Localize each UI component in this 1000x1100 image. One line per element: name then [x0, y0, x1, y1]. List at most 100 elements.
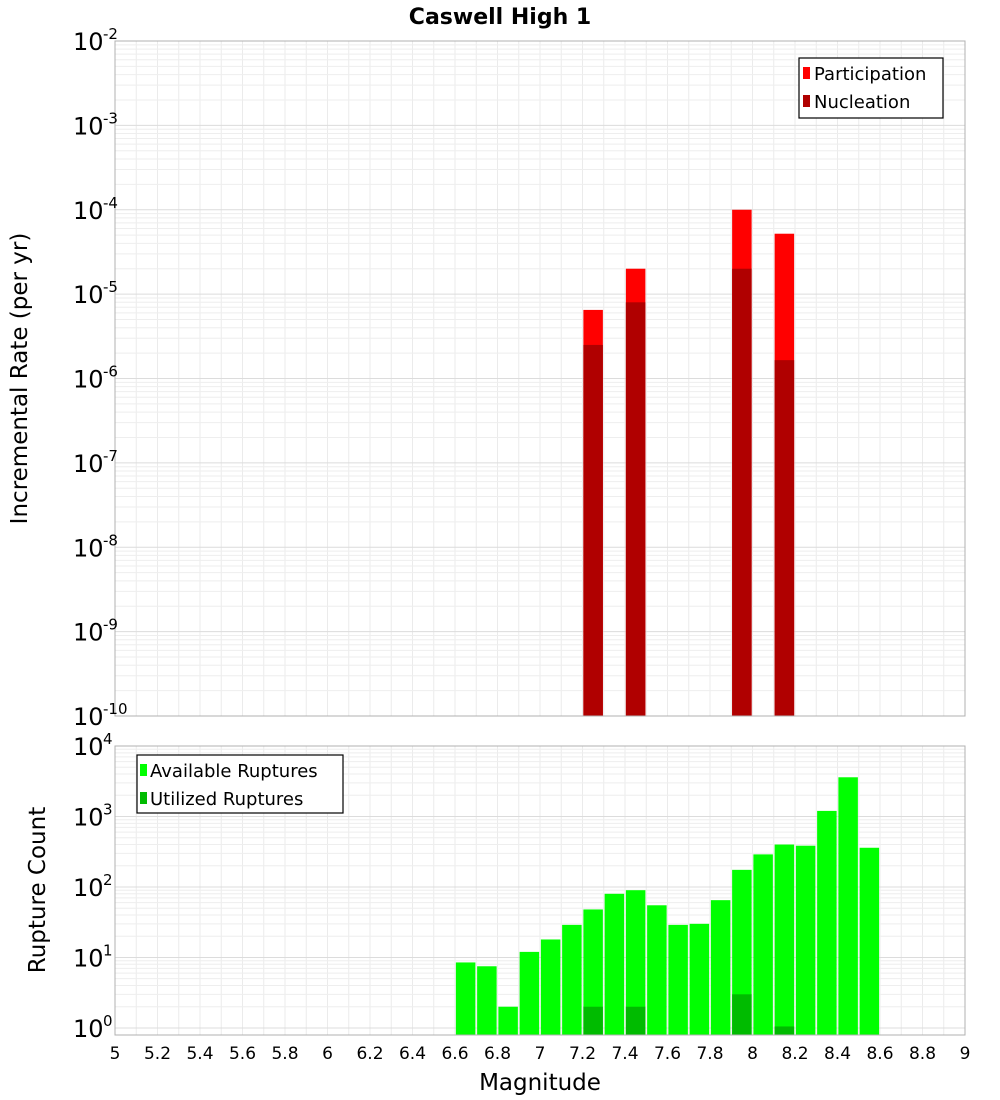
x-tick-16: 8.2 [781, 1044, 808, 1064]
legend-nucleation-swatch [803, 95, 810, 107]
chart-title: Caswell High 1 [409, 5, 591, 30]
bar-available-ruptures-1 [477, 966, 497, 1035]
bar-available-ruptures-5 [562, 924, 582, 1035]
bar-available-ruptures-12 [710, 900, 731, 1035]
x-tick-8: 6.6 [441, 1044, 468, 1064]
top-y-tick-exp-5: -5 [103, 278, 118, 296]
bottom-y-tick-2: 10 [73, 874, 104, 902]
bar-available-ruptures-19 [859, 847, 880, 1035]
legend-utilized-ruptures-label: Utilized Ruptures [150, 789, 303, 810]
bar-available-ruptures-3 [519, 951, 540, 1035]
x-tick-10: 7 [535, 1044, 546, 1064]
bottom-y-axis-label: Rupture Count [25, 807, 51, 973]
bar-available-ruptures-2 [498, 1006, 518, 1035]
bar-available-ruptures-13 [732, 869, 752, 1035]
bottom-y-tick-exp-0: 0 [103, 1012, 113, 1030]
top-y-tick-8: 10 [73, 28, 104, 56]
top-y-tick-7: 10 [73, 112, 104, 140]
legend-participation-swatch [803, 67, 810, 79]
top-y-tick-exp-6: -4 [103, 194, 118, 212]
x-tick-17: 8.4 [824, 1044, 851, 1064]
top-y-tick-exp-8: -2 [103, 25, 118, 43]
bottom-y-tick-exp-2: 2 [103, 871, 113, 889]
x-tick-14: 7.8 [696, 1044, 723, 1064]
top-y-tick-exp-3: -7 [103, 447, 118, 465]
bar-available-ruptures-4 [540, 939, 561, 1035]
bar-available-ruptures-8 [625, 890, 646, 1035]
top-y-tick-2: 10 [73, 534, 104, 562]
bar-available-ruptures-15 [774, 844, 795, 1035]
x-tick-1: 5.2 [144, 1044, 171, 1064]
legend-utilized-ruptures-swatch [140, 792, 147, 804]
bar-available-ruptures-18 [838, 777, 858, 1035]
bar-available-ruptures-0 [455, 962, 476, 1035]
top-y-tick-exp-2: -8 [103, 531, 118, 549]
x-axis-label: Magnitude [479, 1070, 601, 1096]
top-y-tick-exp-4: -6 [103, 363, 118, 381]
x-tick-labels: 5 5.2 5.4 5.6 5.8 6 6.2 6.4 6.6 6.8 7 7.2 7.4 7.6 7.8 8… [110, 1044, 971, 1064]
bottom-y-tick-exp-4: 4 [103, 730, 113, 748]
top-y-tick-4: 10 [73, 366, 104, 394]
x-tick-4: 5.8 [271, 1044, 298, 1064]
x-tick-9: 6.8 [484, 1044, 511, 1064]
x-tick-5: 6 [322, 1044, 333, 1064]
bottom-y-tick-exp-1: 1 [103, 941, 113, 959]
bottom-y-tick-exp-3: 3 [103, 800, 113, 818]
bar-utilized-ruptures-6 [583, 1006, 603, 1035]
top-bars [583, 209, 795, 716]
bar-available-ruptures-17 [817, 810, 837, 1035]
top-grid [114, 41, 966, 717]
x-tick-3: 5.6 [229, 1044, 256, 1064]
legend-participation-label: Participation [814, 64, 926, 85]
top-y-tick-6: 10 [73, 197, 104, 225]
bar-available-ruptures-11 [689, 923, 710, 1035]
top-y-tick-1: 10 [73, 619, 104, 647]
top-y-tick-3: 10 [73, 450, 104, 478]
bar-nucleation-3 [774, 360, 795, 716]
x-tick-6: 6.2 [356, 1044, 383, 1064]
bottom-y-tick-0: 10 [73, 1015, 104, 1043]
top-legend: Participation Nucleation [798, 57, 944, 119]
bar-utilized-ruptures-8 [625, 1006, 646, 1035]
top-y-axis-label: Incremental Rate (per yr) [7, 233, 33, 525]
x-tick-2: 5.4 [186, 1044, 213, 1064]
bar-available-ruptures-10 [668, 924, 688, 1035]
bottom-y-tick-1: 10 [73, 944, 104, 972]
x-tick-0: 5 [110, 1044, 121, 1064]
bottom-y-tick-4: 10 [73, 733, 104, 761]
bottom-y-tick-3: 10 [73, 803, 104, 831]
x-tick-19: 8.8 [909, 1044, 936, 1064]
bottom-legend: Available Ruptures Utilized Ruptures [136, 754, 344, 814]
x-tick-12: 7.4 [611, 1044, 638, 1064]
x-tick-15: 8 [747, 1044, 758, 1064]
bar-available-ruptures-16 [795, 845, 816, 1035]
x-tick-11: 7.2 [569, 1044, 596, 1064]
bar-available-ruptures-6 [583, 909, 603, 1035]
bar-available-ruptures-9 [647, 905, 667, 1035]
bar-utilized-ruptures-13 [732, 994, 752, 1035]
x-tick-18: 8.6 [866, 1044, 893, 1064]
bar-available-ruptures-14 [753, 854, 773, 1035]
x-tick-13: 7.6 [654, 1044, 681, 1064]
x-tick-7: 6.4 [399, 1044, 426, 1064]
bar-available-ruptures-7 [604, 893, 625, 1035]
legend-available-ruptures-swatch [140, 764, 147, 776]
top-y-tick-exp-0: -10 [103, 700, 128, 718]
bar-nucleation-1 [625, 302, 646, 716]
top-y-tick-5: 10 [73, 281, 104, 309]
bar-nucleation-2 [732, 268, 752, 716]
top-y-tick-exp-7: -3 [103, 109, 118, 127]
legend-available-ruptures-label: Available Ruptures [150, 761, 318, 782]
bar-utilized-ruptures-15 [774, 1026, 795, 1035]
bar-nucleation-0 [583, 344, 603, 716]
bottom-bars [455, 777, 880, 1035]
top-y-tick-exp-1: -9 [103, 616, 118, 634]
top-y-tick-0: 10 [73, 703, 104, 731]
x-tick-20: 9 [960, 1044, 971, 1064]
legend-nucleation-label: Nucleation [814, 92, 910, 113]
